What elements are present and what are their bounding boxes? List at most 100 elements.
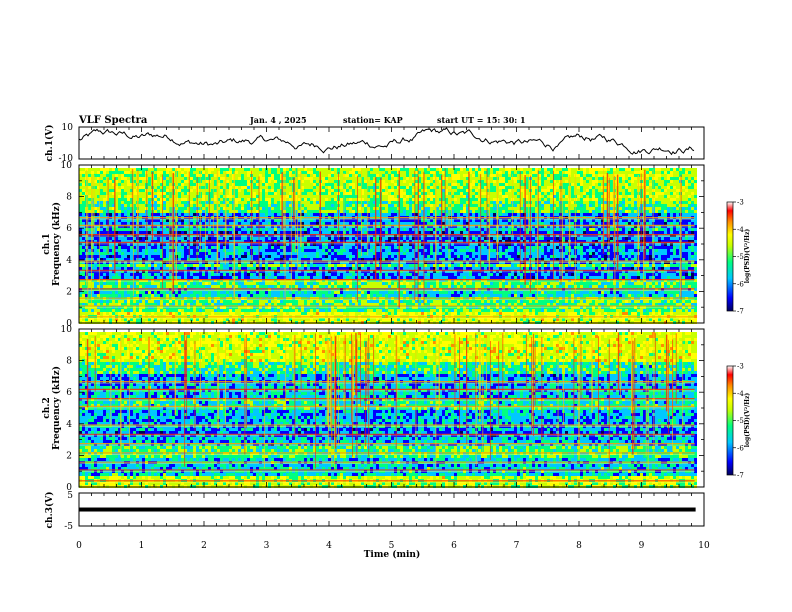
spectrogram-cell bbox=[100, 180, 103, 183]
spectrogram-cell bbox=[523, 171, 526, 174]
spectrogram-cell bbox=[610, 168, 613, 171]
spectrogram-cell bbox=[346, 198, 349, 201]
spectrogram-cell bbox=[190, 192, 193, 195]
spectrogram-cell bbox=[430, 213, 433, 216]
spectrogram-cell bbox=[331, 171, 334, 174]
spectrogram-cell bbox=[331, 186, 334, 189]
spectrogram-cell bbox=[184, 186, 187, 189]
spectrogram-cell bbox=[265, 231, 268, 234]
spectrogram-cell bbox=[622, 180, 625, 183]
spectrogram-cell bbox=[163, 171, 166, 174]
spectrogram-cell bbox=[634, 213, 637, 216]
spectrogram-cell bbox=[307, 186, 310, 189]
spectrogram-cell bbox=[100, 231, 103, 234]
spectrogram-cell bbox=[142, 204, 145, 207]
spectrogram-cell bbox=[316, 213, 319, 216]
spectrogram-cell bbox=[127, 228, 130, 231]
spectrogram-cell bbox=[682, 210, 685, 213]
spectrogram-cell bbox=[166, 198, 169, 201]
spectrogram-cell bbox=[472, 204, 475, 207]
spectrogram-cell bbox=[349, 222, 352, 225]
spectrogram-cell bbox=[463, 192, 466, 195]
spectrogram-cell bbox=[166, 177, 169, 180]
spectrogram-cell bbox=[481, 177, 484, 180]
spectrogram-cell bbox=[556, 171, 559, 174]
spectrogram-cell bbox=[685, 186, 688, 189]
spectrogram-cell bbox=[322, 189, 325, 192]
spectrogram-cell bbox=[508, 186, 511, 189]
spectrogram-cell bbox=[532, 195, 535, 198]
spectrogram-cell bbox=[310, 174, 313, 177]
spectrogram-cell bbox=[154, 210, 157, 213]
spectrogram-cell bbox=[691, 186, 694, 189]
spectrogram-cell bbox=[142, 195, 145, 198]
spectrogram-cell bbox=[271, 213, 274, 216]
spectrogram-cell bbox=[262, 189, 265, 192]
spectrogram-cell bbox=[112, 171, 115, 174]
spectrogram-cell bbox=[184, 213, 187, 216]
spectrogram-cell bbox=[238, 180, 241, 183]
spectrogram-cell bbox=[472, 210, 475, 213]
spectrogram-cell bbox=[550, 171, 553, 174]
spectrogram-cell bbox=[448, 192, 451, 195]
spectrogram-cell bbox=[364, 201, 367, 204]
spectrogram-cell bbox=[271, 201, 274, 204]
spectrogram-cell bbox=[622, 222, 625, 225]
spectrogram-cell bbox=[106, 180, 109, 183]
spectrogram-cell bbox=[532, 222, 535, 225]
spectrogram-cell bbox=[271, 210, 274, 213]
spectrogram-cell bbox=[331, 204, 334, 207]
spectrogram-cell bbox=[691, 204, 694, 207]
spectrogram-cell bbox=[430, 228, 433, 231]
spectrogram-cell bbox=[457, 195, 460, 198]
spectrogram-cell bbox=[460, 213, 463, 216]
spectrogram-cell bbox=[592, 204, 595, 207]
spectrogram-cell bbox=[505, 171, 508, 174]
spectrogram-cell bbox=[682, 198, 685, 201]
spectrogram-cell bbox=[124, 228, 127, 231]
spectrogram-cell bbox=[283, 177, 286, 180]
spectrogram-cell bbox=[496, 168, 499, 171]
spectrogram-cell bbox=[682, 174, 685, 177]
spectrogram-cell bbox=[556, 231, 559, 234]
spectrogram-cell bbox=[658, 201, 661, 204]
spectrogram-cell bbox=[388, 210, 391, 213]
spectrogram-cell bbox=[364, 168, 367, 171]
spectrogram-cell bbox=[412, 168, 415, 171]
spectrogram-cell bbox=[388, 228, 391, 231]
spectrogram-cell bbox=[694, 210, 697, 213]
spectrogram-cell bbox=[547, 231, 550, 234]
spectrogram-cell bbox=[259, 231, 262, 234]
spectrogram-cell bbox=[595, 174, 598, 177]
spectrogram-cell bbox=[322, 222, 325, 225]
spectrogram-cell bbox=[646, 201, 649, 204]
spectrogram-cell bbox=[547, 198, 550, 201]
spectrogram-cell bbox=[382, 222, 385, 225]
spectrogram-cell bbox=[655, 204, 658, 207]
spectrogram-cell bbox=[493, 174, 496, 177]
spectrogram-cell bbox=[415, 177, 418, 180]
spectrogram-cell bbox=[121, 192, 124, 195]
spectrogram-cell bbox=[139, 180, 142, 183]
spectrogram-cell bbox=[385, 177, 388, 180]
spectrogram-cell bbox=[502, 207, 505, 210]
spectrogram-cell bbox=[304, 204, 307, 207]
spectrogram-cell bbox=[664, 180, 667, 183]
spectrogram-cell bbox=[457, 207, 460, 210]
spectrogram-cell bbox=[346, 210, 349, 213]
spectrogram-cell bbox=[286, 183, 289, 186]
spectrogram-cell bbox=[688, 180, 691, 183]
spectrogram-cell bbox=[403, 204, 406, 207]
spectrogram-cell bbox=[586, 204, 589, 207]
spectrogram-cell bbox=[340, 213, 343, 216]
spectrogram-cell bbox=[283, 228, 286, 231]
spectrogram-cell bbox=[148, 195, 151, 198]
spectrogram-cell bbox=[220, 204, 223, 207]
spectrogram-cell bbox=[214, 186, 217, 189]
spectrogram-cell bbox=[364, 222, 367, 225]
spectrogram-cell bbox=[448, 231, 451, 234]
spectrogram-cell bbox=[541, 231, 544, 234]
spectrogram-cell bbox=[442, 171, 445, 174]
spectrogram-cell bbox=[481, 198, 484, 201]
spectrogram-cell bbox=[676, 204, 679, 207]
